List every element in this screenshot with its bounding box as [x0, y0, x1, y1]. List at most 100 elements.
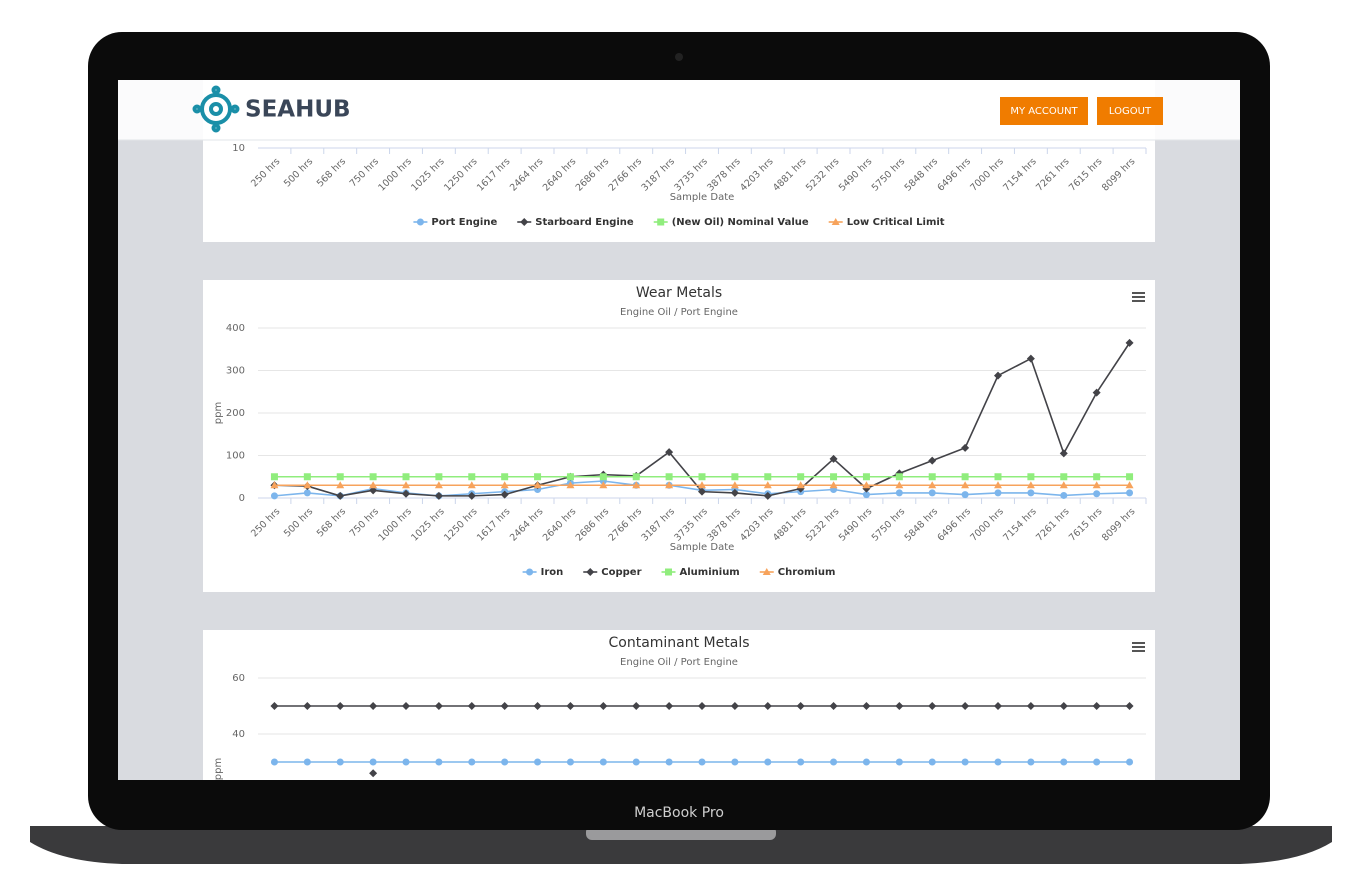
menu-bar — [1132, 300, 1145, 302]
marker — [831, 218, 840, 225]
legend-item[interactable]: Low Critical Limit — [828, 217, 945, 228]
menu-icon[interactable] — [1132, 642, 1145, 652]
marker — [434, 481, 443, 489]
logo-ring — [200, 93, 232, 125]
marker — [961, 491, 969, 499]
marker — [961, 702, 970, 710]
marker — [599, 473, 607, 481]
marker — [1059, 702, 1068, 710]
marker — [665, 568, 673, 576]
marker — [500, 490, 509, 499]
marker — [928, 758, 936, 766]
marker — [520, 218, 529, 226]
legend-item[interactable]: (New Oil) Nominal Value — [653, 217, 809, 228]
marker — [797, 758, 805, 766]
marker — [1026, 354, 1035, 363]
marker — [270, 702, 279, 710]
marker — [895, 702, 904, 710]
marker — [632, 481, 641, 489]
marker — [1027, 473, 1035, 481]
marker — [796, 702, 805, 710]
marker — [468, 473, 476, 481]
marker — [303, 702, 312, 710]
legend-item[interactable]: Chromium — [759, 567, 836, 578]
logo-icon — [192, 85, 240, 133]
marker — [566, 481, 575, 489]
y-tick-label: 200 — [226, 408, 245, 419]
marker — [416, 218, 424, 226]
marker — [1125, 702, 1134, 710]
menu-icon[interactable] — [1132, 292, 1145, 302]
marker — [501, 758, 509, 766]
legend-label: Aluminium — [680, 567, 740, 578]
marker — [599, 481, 608, 489]
marker — [829, 454, 838, 463]
marker — [657, 218, 665, 226]
marker — [303, 481, 312, 489]
marker — [1060, 491, 1068, 499]
marker — [303, 489, 311, 497]
chart-title: Wear Metals — [636, 285, 722, 301]
button-label[interactable]: MY ACCOUNT — [1010, 106, 1078, 117]
menu-bar — [1132, 296, 1145, 298]
marker — [534, 473, 542, 481]
marker — [402, 481, 410, 489]
marker — [961, 443, 970, 452]
marker — [336, 473, 344, 481]
marker — [763, 481, 772, 489]
button[interactable] — [1000, 97, 1088, 125]
marker — [731, 473, 739, 481]
marker — [730, 481, 739, 489]
card — [203, 280, 1155, 592]
marker — [994, 758, 1002, 766]
marker — [994, 371, 1002, 380]
legend-item[interactable]: Iron — [522, 567, 564, 578]
legend-label: (New Oil) Nominal Value — [672, 217, 809, 228]
marker — [961, 473, 969, 481]
marker — [665, 473, 673, 481]
legend-label: Starboard Engine — [535, 217, 634, 228]
marker — [1125, 338, 1134, 347]
marker — [829, 702, 838, 710]
legend: Iron Copper Aluminium Chromium — [522, 567, 836, 578]
marker — [862, 702, 871, 710]
marker — [763, 702, 772, 710]
marker — [928, 481, 937, 489]
legend-item[interactable]: Aluminium — [661, 567, 740, 578]
legend-item[interactable]: Port Engine — [413, 217, 497, 228]
marker — [1059, 449, 1068, 458]
button-label[interactable]: LOGOUT — [1109, 106, 1152, 117]
marker — [764, 758, 772, 766]
marker — [467, 702, 476, 710]
legend-item[interactable]: Starboard Engine — [517, 217, 634, 228]
marker — [1027, 758, 1035, 766]
marker — [1126, 473, 1134, 481]
marker — [994, 473, 1002, 481]
marker — [599, 758, 607, 766]
marker — [534, 758, 542, 766]
x-axis-label: Sample Date — [670, 192, 735, 203]
marker — [829, 481, 838, 489]
marker — [435, 758, 443, 766]
marker — [1093, 473, 1101, 481]
marker — [402, 473, 410, 481]
button[interactable] — [1097, 97, 1163, 125]
marker — [369, 758, 377, 766]
marker — [526, 568, 534, 576]
marker — [665, 758, 673, 766]
y-axis-label: ppm — [213, 758, 224, 780]
marker — [862, 481, 871, 489]
marker — [928, 473, 936, 481]
legend-item[interactable]: Copper — [583, 567, 642, 578]
marker — [698, 702, 706, 710]
marker — [533, 702, 542, 710]
marker — [566, 473, 574, 481]
logo-knob — [192, 104, 202, 114]
marker — [434, 491, 443, 500]
y-tick-label: 400 — [226, 323, 245, 334]
marker — [895, 473, 903, 481]
marker — [369, 481, 378, 489]
marker — [303, 758, 311, 766]
marker — [1092, 481, 1101, 489]
